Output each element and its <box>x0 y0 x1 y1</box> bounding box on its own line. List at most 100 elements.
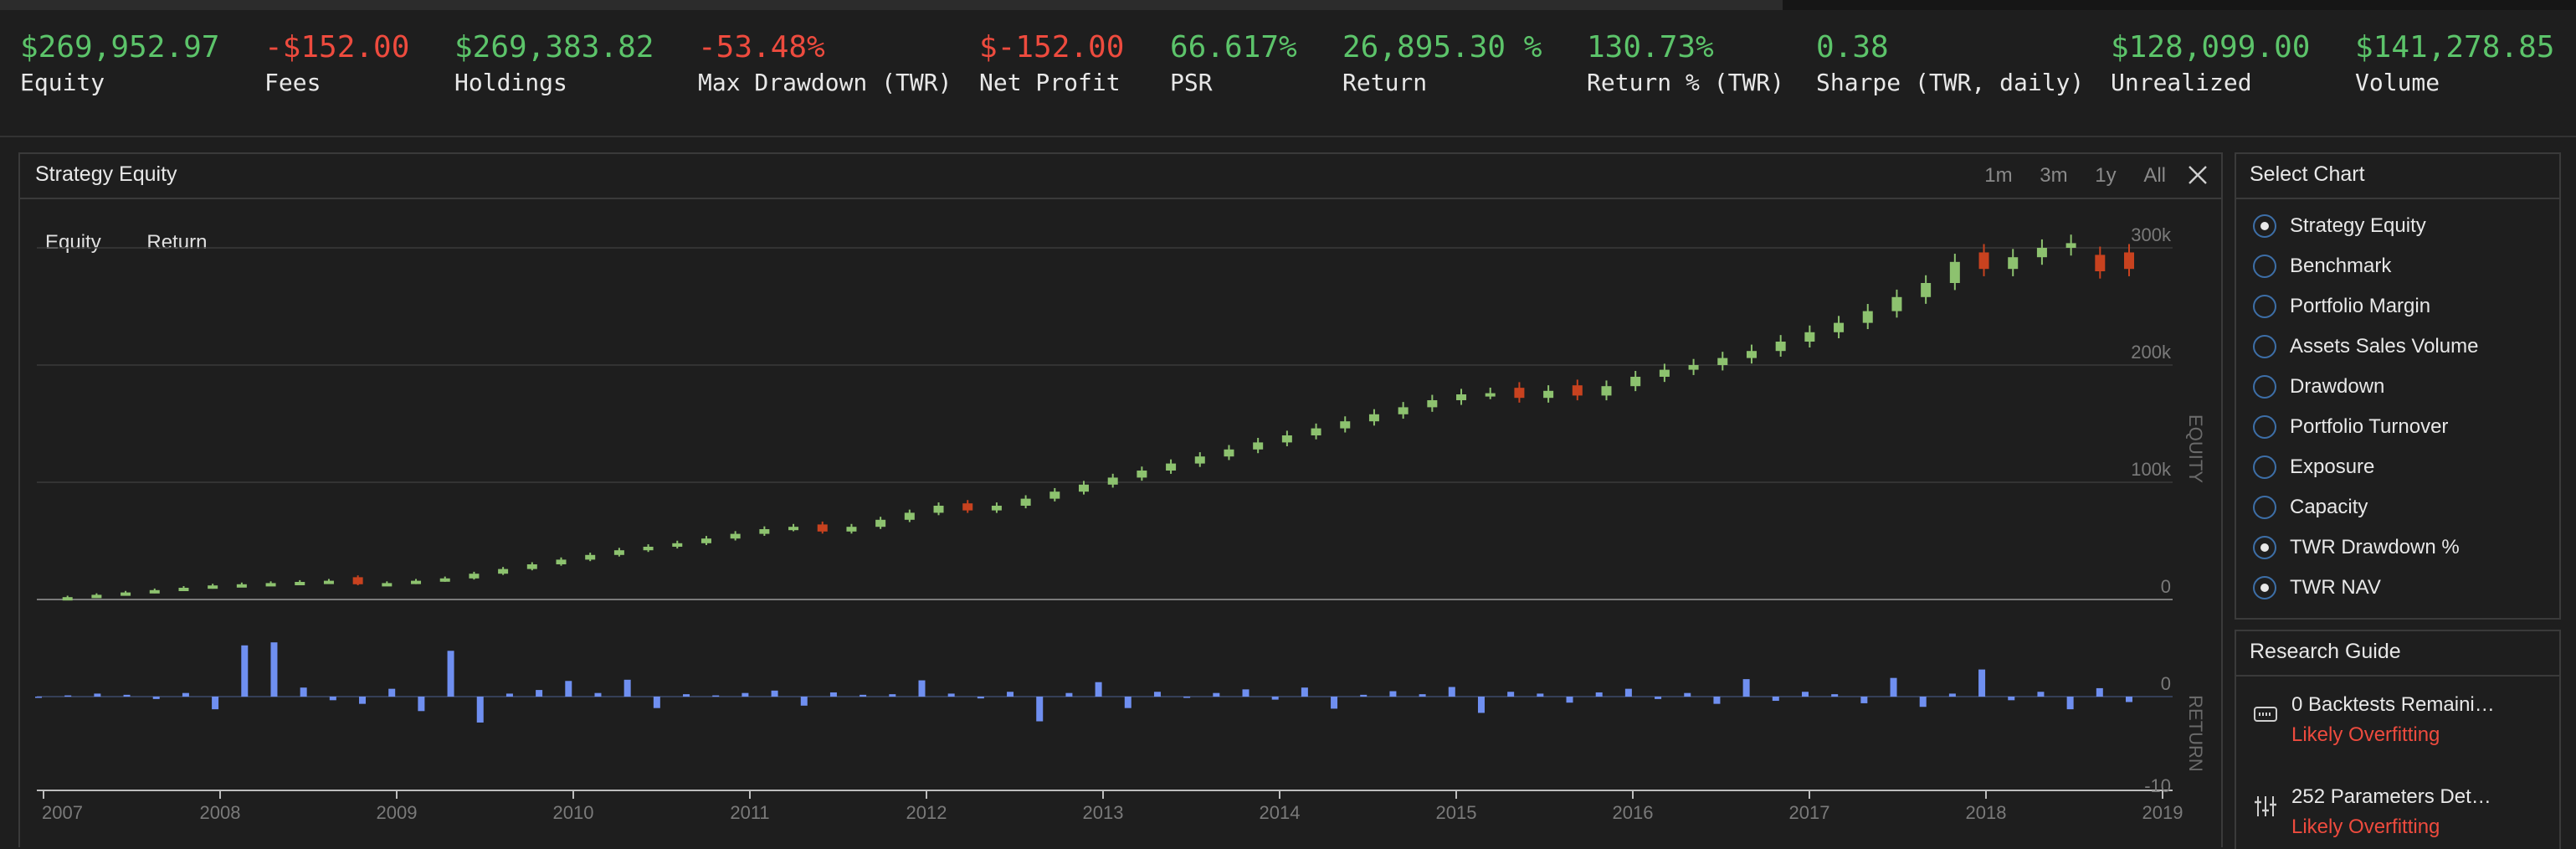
option-strategy-equity[interactable]: Strategy Equity <box>2253 209 2426 243</box>
equity-candle <box>1368 414 1379 422</box>
return-bar <box>270 642 278 697</box>
return-bar <box>683 694 690 697</box>
equity-candle <box>149 589 160 594</box>
return-bar <box>536 690 543 697</box>
checkbox-icon[interactable] <box>2253 255 2276 278</box>
return-bar <box>359 697 367 704</box>
x-tick-label: 2017 <box>1789 802 1830 823</box>
sliders-icon <box>2255 796 2276 816</box>
return-bar <box>1537 693 1544 697</box>
option-assets-sales-volume[interactable]: Assets Sales Volume <box>2253 330 2478 363</box>
return-bar <box>64 695 72 697</box>
stat-label: Volume <box>2355 69 2440 96</box>
stat-label: PSR <box>1170 69 1213 96</box>
checkbox-icon[interactable] <box>2253 415 2276 439</box>
option-label: TWR Drawdown % <box>2290 536 2460 558</box>
equity-candle <box>469 574 480 579</box>
stat-value: $-152.00 <box>979 30 1125 64</box>
equity-candle <box>1659 369 1670 377</box>
select-chart-panel: Select Chart Strategy Equity Benchmark P… <box>2235 152 2561 620</box>
checkbox-icon[interactable] <box>2253 295 2276 318</box>
option-portfolio-margin[interactable]: Portfolio Margin <box>2253 290 2430 323</box>
stat-equity: $269,952.97 Equity <box>20 30 219 97</box>
option-label: Strategy Equity <box>2290 214 2426 237</box>
range-3m-button[interactable]: 3m <box>2040 164 2068 187</box>
close-icon[interactable] <box>2186 163 2209 187</box>
return-bar <box>212 697 219 710</box>
option-label: Capacity <box>2290 496 2368 518</box>
return-bar <box>94 693 101 697</box>
range-all-button[interactable]: All <box>2143 164 2166 187</box>
equity-candle <box>1194 456 1205 464</box>
return-bar <box>800 697 808 706</box>
stat-value: $269,383.82 <box>454 30 654 64</box>
checkbox-icon[interactable] <box>2253 335 2276 358</box>
option-drawdown[interactable]: Drawdown <box>2253 370 2384 404</box>
return-bar <box>1860 697 1868 703</box>
equity-candle <box>1049 491 1060 499</box>
stat-max-drawdown: -53.48% Max Drawdown (TWR) <box>698 30 952 97</box>
return-tick-label: -10 <box>2144 775 2171 796</box>
legend-return[interactable]: Return <box>146 231 208 254</box>
stat-label: Sharpe (TWR, daily) <box>1816 69 2085 96</box>
checkbox-icon[interactable] <box>2253 536 2276 559</box>
equity-candle <box>556 559 567 564</box>
stat-label: Max Drawdown (TWR) <box>698 69 952 96</box>
x-tick-label: 2019 <box>2142 802 2183 823</box>
return-bar <box>565 681 572 697</box>
checkbox-icon[interactable] <box>2253 576 2276 599</box>
equity-candle <box>2036 248 2047 258</box>
option-benchmark[interactable]: Benchmark <box>2253 250 2391 283</box>
return-bar <box>182 692 189 697</box>
return-bar <box>388 688 396 697</box>
stat-label: Net Profit <box>979 69 1121 96</box>
equity-candle <box>526 564 537 569</box>
return-bar <box>1831 694 1839 697</box>
option-twr-drawdown[interactable]: TWR Drawdown % <box>2253 531 2460 564</box>
equity-candle <box>1137 471 1147 478</box>
equity-axis-label: EQUITY <box>2185 414 2206 483</box>
option-exposure[interactable]: Exposure <box>2253 450 2374 484</box>
option-twr-nav[interactable]: TWR NAV <box>2253 571 2381 605</box>
return-bar <box>1801 692 1809 697</box>
return-bar <box>2096 687 2103 697</box>
equity-candle <box>1572 385 1583 396</box>
checkbox-icon[interactable] <box>2253 455 2276 479</box>
range-1m-button[interactable]: 1m <box>1984 164 2013 187</box>
x-tick-label: 2009 <box>377 802 418 823</box>
equity-return-chart[interactable]: 0 100k 200k 300k EQUITY 0 RETURN -10 2007 2008 200… <box>20 198 2221 849</box>
equity-candle <box>265 583 276 587</box>
return-bar <box>1124 697 1131 708</box>
equity-candle <box>788 527 799 531</box>
return-bar <box>918 680 926 697</box>
return-bar <box>623 679 631 697</box>
return-bar <box>1183 697 1191 698</box>
return-bar <box>1684 692 1691 697</box>
equity-candle <box>1804 332 1815 342</box>
return-bar <box>1419 694 1426 697</box>
stat-return-twr: 130.73% Return % (TWR) <box>1587 30 1784 97</box>
option-capacity[interactable]: Capacity <box>2253 491 2368 524</box>
return-bar <box>1331 697 1338 709</box>
return-bar <box>2126 697 2132 702</box>
checkbox-icon[interactable] <box>2253 375 2276 399</box>
stat-fees: -$152.00 Fees <box>264 30 409 97</box>
stat-return: 26,895.30 % Return <box>1342 30 1542 97</box>
equity-candle <box>1746 351 1757 358</box>
checkbox-icon[interactable] <box>2253 214 2276 238</box>
equity-candle <box>439 578 450 582</box>
research-guide-title: Research Guide <box>2250 640 2401 663</box>
equity-candle <box>91 594 102 599</box>
checkbox-icon[interactable] <box>2253 496 2276 519</box>
return-bar <box>2008 697 2015 701</box>
equity-candle <box>1340 421 1351 429</box>
return-bar <box>1213 692 1220 697</box>
research-guide-panel: Research Guide 0 Backtests Remaini… Like… <box>2235 630 2561 849</box>
statistics-bar: $269,952.97 Equity -$152.00 Fees $269,38… <box>0 10 2576 137</box>
top-bar <box>0 0 2576 10</box>
option-portfolio-turnover[interactable]: Portfolio Turnover <box>2253 410 2448 444</box>
x-tick-label: 2010 <box>553 802 594 823</box>
legend-equity[interactable]: Equity <box>45 231 101 254</box>
stat-sharpe: 0.38 Sharpe (TWR, daily) <box>1816 30 2084 97</box>
range-1y-button[interactable]: 1y <box>2095 164 2117 187</box>
